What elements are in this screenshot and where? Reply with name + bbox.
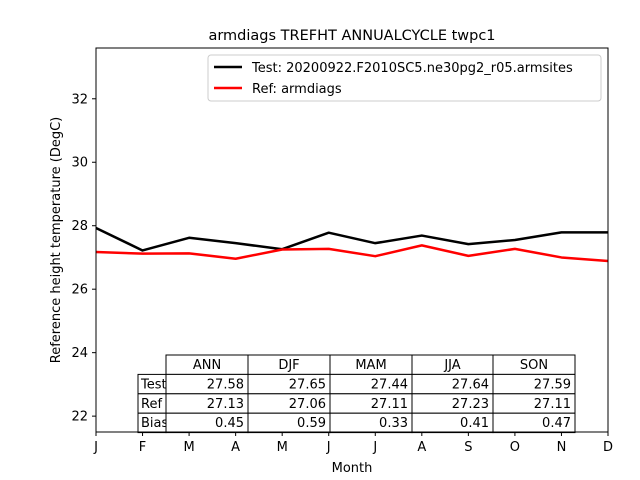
table-cell-value: 27.11 [371,397,408,412]
series-layer [95,226,609,263]
x-tick-label: J [372,440,377,455]
y-tick-label: 30 [71,156,88,171]
stats-table: ANN DJF MAM JJA SON Test 27.58 27.65 27.44 27.64 2… [137,354,576,434]
table-header-label: DJF [278,358,299,373]
table-row-label: Bias [141,416,168,431]
x-axis-label: Month [332,461,373,476]
x-tick-label: D [603,440,613,455]
legend-label-ref: Ref: armdiags [252,82,342,97]
table-cell-value: 27.65 [289,377,326,392]
table-header-label: ANN [193,358,221,373]
x-tick-label: A [231,440,240,455]
table-cell-value: 27.06 [289,397,326,412]
y-tick-label: 22 [71,410,88,425]
x-tick-label: N [557,440,567,455]
x-tick-label: O [510,440,520,455]
y-axis: 22 24 26 28 30 32 [71,92,96,425]
x-tick-label: A [417,440,426,455]
table-row-label: Test [140,377,167,392]
legend-label-test: Test: 20200922.F2010SC5.ne30pg2_r05.arms… [251,61,573,76]
x-tick-label: J [93,440,98,455]
table-header-label: JJA [443,358,460,373]
table-cell-value: 0.47 [542,416,571,431]
y-axis-label: Reference height temperature (DegC) [49,117,64,364]
table-cell-value: 0.41 [460,416,489,431]
x-tick-label: M [183,440,194,455]
table-cell-value: 27.58 [207,377,244,392]
y-tick-label: 26 [71,283,88,298]
table-cell-value: 27.44 [371,377,408,392]
table-cell-value: 0.59 [297,416,326,431]
x-tick-label: J [326,440,331,455]
table-cell-value: 0.33 [379,416,408,431]
table-cell-value: 0.45 [215,416,244,431]
y-tick-label: 32 [71,92,88,107]
table-cell-value: 27.13 [207,397,244,412]
x-tick-label: F [139,440,146,455]
x-tick-label: M [277,440,288,455]
y-tick-label: 28 [71,219,88,234]
table-cell-value: 27.11 [534,397,571,412]
series-line-ref [95,244,609,263]
y-tick-label: 24 [71,346,88,361]
chart-title: armdiags TREFHT ANNUALCYCLE twpc1 [208,28,495,44]
table-cell-value: 27.59 [534,377,571,392]
series-line-test [95,226,608,252]
table-cell [492,412,576,434]
table-cell-value: 27.64 [452,377,489,392]
table-header-label: SON [520,358,548,373]
x-tick-label: S [464,440,472,455]
legend: Test: 20200922.F2010SC5.ne30pg2_r05.arms… [207,54,602,102]
table-cell-value: 27.23 [452,397,489,412]
plot-frame [95,47,609,433]
legend-box [207,54,602,102]
table-header-label: MAM [355,358,386,373]
table-row-label: Ref [141,397,162,412]
